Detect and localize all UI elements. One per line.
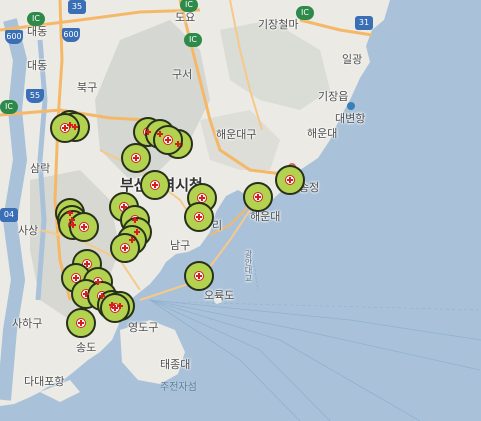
marker-cross-icon <box>114 305 116 311</box>
place-label-dadaepo: 다대포항 <box>24 375 65 388</box>
marker-cross-icon <box>201 195 203 201</box>
place-label-sasang: 사상 <box>18 224 39 237</box>
place-label-samrak: 삼락 <box>30 162 51 175</box>
marker-cross-icon <box>101 293 103 299</box>
map-marker[interactable] <box>275 165 305 195</box>
marker-cross-icon <box>147 129 149 135</box>
marker-cross-icon <box>289 177 291 183</box>
place-label-songjeong: 송정 <box>299 181 320 194</box>
place-label-haeundae: 해운대 <box>307 127 338 140</box>
marker-cross-icon <box>69 122 71 128</box>
road-label-gwangan-bridge: 광안대교 <box>244 250 253 282</box>
map-marker[interactable] <box>66 308 96 338</box>
route-shield-600b: 600 <box>62 28 80 42</box>
ic-shield-1: IC <box>180 0 198 12</box>
marker-cross-icon <box>86 261 88 267</box>
marker-cross-icon <box>80 320 82 326</box>
marker-cross-icon <box>85 291 87 297</box>
marker-cross-icon <box>257 194 259 200</box>
marker-cross-icon <box>131 237 133 243</box>
map-marker[interactable] <box>243 182 273 212</box>
marker-cross-icon <box>124 245 126 251</box>
place-label-ri: 리 <box>212 219 223 232</box>
place-label-ilgwang: 일광 <box>342 53 363 66</box>
marker-cross-icon <box>72 222 74 228</box>
map-marker[interactable] <box>153 125 183 155</box>
map-marker[interactable] <box>69 212 99 242</box>
marker-cross-icon <box>119 303 121 309</box>
marker-cross-icon <box>154 182 156 188</box>
marker-cross-icon <box>135 155 137 161</box>
place-label-buk-gu: 북구 <box>77 81 98 94</box>
place-label-haeundae-beach: 해운대 <box>250 210 281 223</box>
map-marker[interactable] <box>121 143 151 173</box>
marker-cross-icon <box>198 273 200 279</box>
route-shield-55: 55 <box>26 89 44 103</box>
ic-shield-5: IC <box>0 100 18 114</box>
place-label-daedong: 대동 <box>27 25 48 38</box>
marker-cross-icon <box>198 214 200 220</box>
place-label-saha-gu: 사하구 <box>12 317 43 330</box>
marker-cross-icon <box>167 137 169 143</box>
marker-cross-icon <box>123 204 125 210</box>
place-label-daedong-2: 대동 <box>27 59 48 72</box>
ic-shield-2: IC <box>27 12 45 26</box>
place-label-yeongdo-gu: 영도구 <box>128 321 159 334</box>
marker-cross-icon <box>64 125 66 131</box>
marker-cross-icon <box>83 224 85 230</box>
marker-cross-icon <box>69 210 71 216</box>
map-marker[interactable] <box>140 170 170 200</box>
route-shield-600: 600 <box>5 30 23 44</box>
route-shield-04: 04 <box>0 208 18 222</box>
marker-cross-icon <box>74 124 76 130</box>
place-label-jujeonjasang: 주전자섬 <box>160 382 197 393</box>
place-label-haeundae-gu: 해운대구 <box>216 128 257 141</box>
marker-cross-icon <box>177 141 179 147</box>
marker-cross-icon <box>159 131 161 137</box>
place-label-taejongdae: 태종대 <box>160 358 191 371</box>
place-label-gijang-eup: 기장읍 <box>318 90 349 103</box>
place-label-daebyeon: 대변항 <box>335 112 366 125</box>
harbor-poi-icon <box>347 102 355 110</box>
highway-shield-35: 35 <box>68 0 86 14</box>
place-label-doyo: 도요 <box>175 11 196 24</box>
ic-shield-3: IC <box>296 6 314 20</box>
marker-cross-icon <box>136 229 138 235</box>
route-shield-31: 31 <box>355 16 373 30</box>
marker-cross-icon <box>134 217 136 223</box>
place-label-guseo: 구서 <box>172 68 193 81</box>
marker-cross-icon <box>111 302 113 308</box>
map-marker[interactable] <box>184 261 214 291</box>
place-label-songdo: 송도 <box>76 341 97 354</box>
marker-cross-icon <box>75 275 77 281</box>
marker-cross-icon <box>97 279 99 285</box>
marker-cross-icon <box>71 217 73 223</box>
map-marker[interactable] <box>110 233 140 263</box>
place-label-nam-gu: 남구 <box>170 239 191 252</box>
map-marker[interactable] <box>184 202 214 232</box>
map-marker[interactable] <box>100 293 130 323</box>
place-label-oryukdo: 오륙도 <box>204 289 235 302</box>
ic-shield-4: IC <box>184 33 202 47</box>
place-label-gijang-cheolma: 기장철마 <box>258 18 299 31</box>
